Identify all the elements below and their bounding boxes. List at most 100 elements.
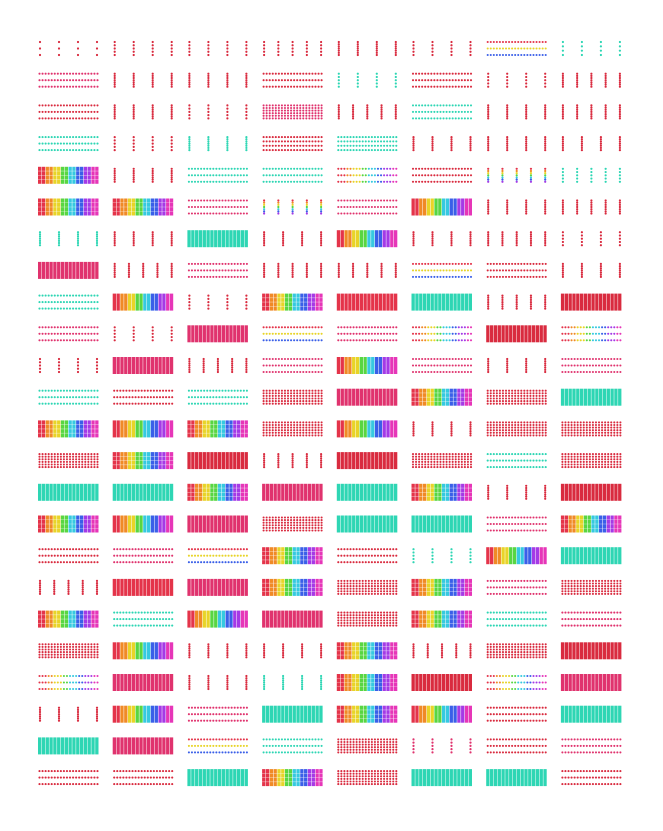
tile [187,548,248,564]
tile [112,642,174,660]
tile [112,705,174,723]
tile [336,293,398,311]
tile [112,674,174,691]
tile [561,770,622,786]
tile [337,548,398,564]
tile [337,738,398,754]
tile [411,515,472,533]
tile [38,420,99,438]
tile [412,548,472,564]
tile [486,643,547,659]
tile [112,420,174,438]
tile [337,199,398,215]
tile [336,452,398,470]
tile [262,421,323,437]
tile [561,421,622,437]
tile [188,104,248,120]
tile [38,231,99,247]
tile [412,738,472,754]
tile [38,389,99,405]
tile [411,104,473,120]
tile [560,674,622,691]
tile [337,611,398,627]
tile [112,357,174,374]
tile [187,389,248,405]
tile [337,326,398,342]
tile [336,230,398,248]
tile [113,262,173,278]
tile [113,167,173,183]
tile [412,643,472,659]
tile [337,136,398,152]
tile [112,578,174,596]
tile [412,231,472,247]
tile [337,262,397,278]
tile [262,547,324,565]
tile [336,515,398,533]
tile [38,357,99,374]
tile [112,198,174,216]
tile [262,610,323,628]
tile [561,231,622,247]
tile [263,643,323,659]
tile [38,770,99,786]
tile [113,326,173,342]
tile [38,104,99,120]
tile [113,770,174,786]
tile [262,769,324,787]
tile [561,611,622,627]
tile [487,357,547,374]
tile [263,199,323,215]
tile [187,769,248,787]
tile [113,548,174,564]
tile [187,706,248,722]
tile [262,72,323,88]
tile [411,483,473,501]
tile [188,643,248,659]
tile [263,231,323,247]
tile [188,357,248,374]
tile [561,738,622,754]
tile [188,136,248,152]
tile [486,389,547,405]
tile [561,40,622,57]
tile [38,483,99,501]
tile [38,136,99,152]
tile [262,483,323,501]
tile [38,515,99,533]
tile [487,294,547,310]
tile [113,72,173,88]
tile [336,483,398,501]
tile [411,388,473,406]
tile [487,231,547,247]
tile [263,453,323,469]
tile [337,579,398,595]
tile [561,262,622,278]
tile [262,104,323,120]
tile [412,421,472,437]
tile [38,326,99,342]
tile [187,578,248,596]
tile [38,72,99,88]
tile [38,294,99,310]
tile [561,104,622,120]
tile [188,40,248,57]
tile [486,325,547,343]
tile [411,167,473,183]
tile [411,72,473,88]
tile [561,326,622,342]
tile [337,770,398,786]
tile [262,516,323,532]
tile [561,579,622,595]
tile [561,136,622,152]
tile [411,705,472,723]
tile [411,578,473,596]
tile [486,547,547,565]
tile [336,674,398,691]
tile [486,40,547,57]
tile [262,167,323,183]
tile [187,230,248,248]
tile [262,738,323,754]
tile [187,262,248,278]
tile [336,357,398,374]
